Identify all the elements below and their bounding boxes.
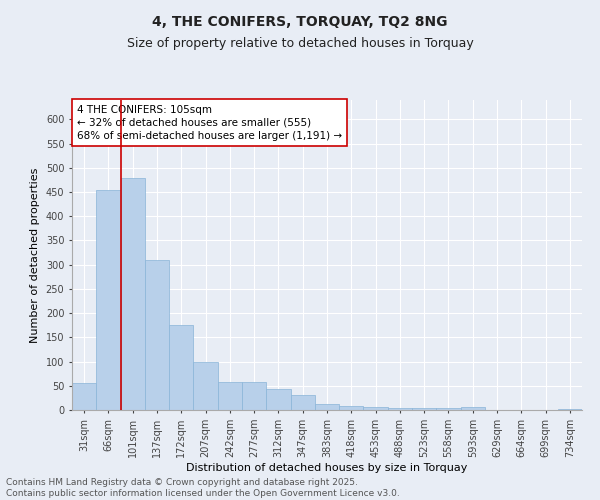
Bar: [558, 409, 582, 410]
Bar: [364, 406, 388, 410]
Bar: [412, 408, 436, 410]
X-axis label: Distribution of detached houses by size in Torquay: Distribution of detached houses by size …: [187, 462, 467, 472]
Bar: [290, 396, 315, 410]
Bar: [169, 325, 193, 410]
Text: 4 THE CONIFERS: 105sqm
← 32% of detached houses are smaller (555)
68% of semi-de: 4 THE CONIFERS: 105sqm ← 32% of detached…: [77, 104, 342, 141]
Bar: [388, 408, 412, 410]
Bar: [145, 260, 169, 410]
Bar: [461, 406, 485, 410]
Bar: [436, 408, 461, 410]
Bar: [266, 389, 290, 410]
Bar: [339, 406, 364, 410]
Text: Contains HM Land Registry data © Crown copyright and database right 2025.
Contai: Contains HM Land Registry data © Crown c…: [6, 478, 400, 498]
Text: Size of property relative to detached houses in Torquay: Size of property relative to detached ho…: [127, 38, 473, 51]
Bar: [218, 382, 242, 410]
Y-axis label: Number of detached properties: Number of detached properties: [30, 168, 40, 342]
Text: 4, THE CONIFERS, TORQUAY, TQ2 8NG: 4, THE CONIFERS, TORQUAY, TQ2 8NG: [152, 15, 448, 29]
Bar: [315, 404, 339, 410]
Bar: [193, 362, 218, 410]
Bar: [121, 178, 145, 410]
Bar: [72, 384, 96, 410]
Bar: [96, 190, 121, 410]
Bar: [242, 382, 266, 410]
